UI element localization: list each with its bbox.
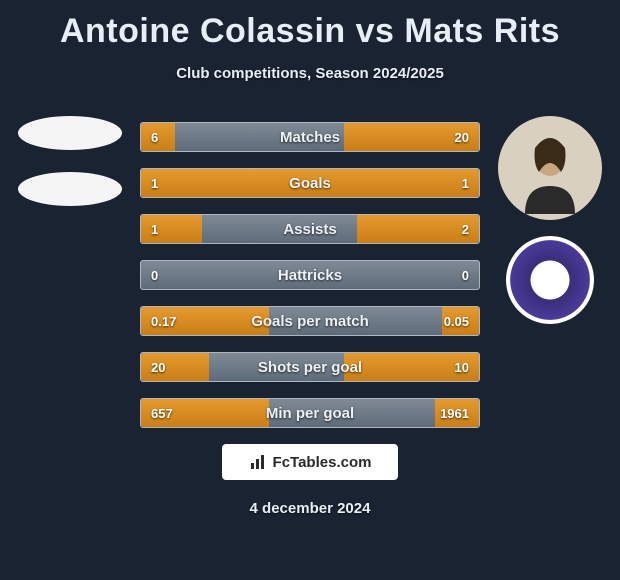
right-player-photo bbox=[498, 116, 602, 220]
stats-comparison-bars: 6 20 Matches 1 1 Goals 1 2 Assists 0 0 Hattricks 0.1… bbox=[140, 122, 480, 444]
stat-label: Hattricks bbox=[278, 267, 342, 284]
stat-row: 0 0 Hattricks bbox=[140, 260, 480, 290]
stat-label: Min per goal bbox=[266, 405, 354, 422]
stat-label: Goals bbox=[289, 175, 331, 192]
page-title: Antoine Colassin vs Mats Rits bbox=[0, 0, 620, 51]
stat-label: Shots per goal bbox=[258, 359, 362, 376]
brand-text: FcTables.com bbox=[273, 454, 372, 471]
stat-value-right: 0.05 bbox=[444, 314, 469, 329]
left-player-column bbox=[18, 116, 122, 206]
stat-fill-right bbox=[310, 169, 479, 197]
person-icon bbox=[515, 134, 585, 214]
left-player-photo-placeholder bbox=[18, 116, 122, 150]
stat-value-left: 0 bbox=[151, 268, 158, 283]
stat-value-left: 657 bbox=[151, 406, 173, 421]
stat-fill-left bbox=[141, 169, 310, 197]
brand-badge: FcTables.com bbox=[222, 444, 398, 480]
stat-row: 657 1961 Min per goal bbox=[140, 398, 480, 428]
stat-value-left: 20 bbox=[151, 360, 165, 375]
stat-row: 0.17 0.05 Goals per match bbox=[140, 306, 480, 336]
stat-value-right: 1 bbox=[462, 176, 469, 191]
stat-value-right: 0 bbox=[462, 268, 469, 283]
stat-row: 1 2 Assists bbox=[140, 214, 480, 244]
stat-label: Matches bbox=[280, 129, 340, 146]
stat-fill-right bbox=[357, 215, 479, 243]
stat-value-left: 0.17 bbox=[151, 314, 176, 329]
right-player-column bbox=[498, 116, 602, 324]
right-player-club-badge bbox=[506, 236, 594, 324]
stat-row: 1 1 Goals bbox=[140, 168, 480, 198]
left-player-club-placeholder bbox=[18, 172, 122, 206]
stat-value-right: 10 bbox=[455, 360, 469, 375]
stat-value-left: 1 bbox=[151, 176, 158, 191]
stat-label: Assists bbox=[283, 221, 336, 238]
date-text: 4 december 2024 bbox=[0, 500, 620, 517]
stat-value-left: 1 bbox=[151, 222, 158, 237]
subtitle: Club competitions, Season 2024/2025 bbox=[0, 65, 620, 82]
stat-value-right: 2 bbox=[462, 222, 469, 237]
stat-row: 6 20 Matches bbox=[140, 122, 480, 152]
stat-value-right: 20 bbox=[455, 130, 469, 145]
chart-icon bbox=[249, 453, 267, 471]
stat-row: 20 10 Shots per goal bbox=[140, 352, 480, 382]
stat-value-right: 1961 bbox=[440, 406, 469, 421]
stat-label: Goals per match bbox=[251, 313, 369, 330]
stat-value-left: 6 bbox=[151, 130, 158, 145]
